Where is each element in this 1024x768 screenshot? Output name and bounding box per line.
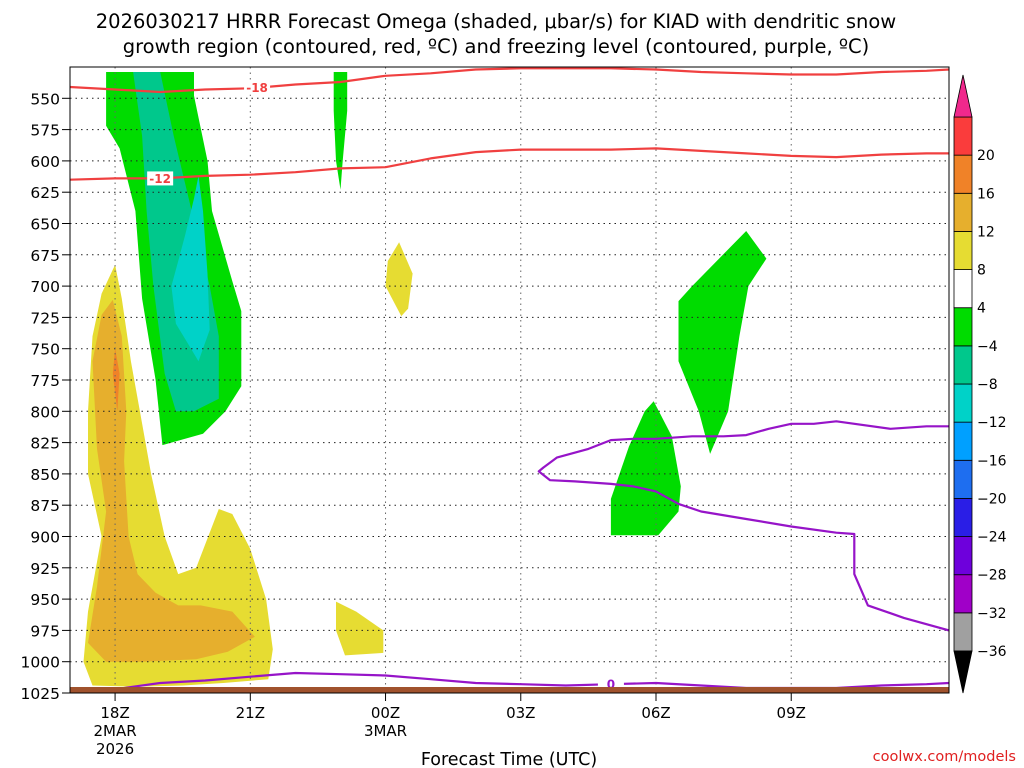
colorbar-label--4: −4 [977,339,998,355]
colorbar-swatch-5 [953,421,973,461]
freezing-level-0-upper [537,420,949,632]
x-axis-label: Forecast Time (UTC) [421,750,597,768]
y-tick-label-700: 700 [30,278,60,296]
contour-label-bg [147,171,174,186]
y-tick-label-675: 675 [30,247,60,265]
colorbar-swatch-7 [953,345,973,385]
omega-green-06z [610,401,681,536]
y-tick-label-850: 850 [30,466,60,484]
colorbar-label--32: −32 [977,606,1007,622]
y-tick-label-900: 900 [30,529,60,547]
x-tick-label-6-0: 00Z [371,704,400,722]
omega-green-late [678,231,767,454]
y-tick-label-1000: 1000 [21,654,60,672]
contour-label-dgz-minus18: -18 [246,81,268,95]
y-tick-label-925: 925 [30,560,60,578]
colorbar-swatch-8 [953,307,973,347]
colorbar-swatch-4 [953,459,973,499]
colorbar-swatch-11 [953,192,973,232]
chart-title-line-1: 2026030217 HRRR Forecast Omega (shaded, … [96,10,897,33]
colorbar-legend: −36 −32 −28 −24 −20 −16 −12 −8 −4 4 8 12 16 20 [953,74,1007,694]
y-tick-label-975: 975 [30,622,60,640]
colorbar-label-16: 16 [977,186,995,202]
omega-green-narrow [333,72,348,190]
contour-label-freezing-level-0: 0 [607,678,615,692]
colorbar-label-4: 4 [977,301,986,317]
colorbar-under-arrow [953,650,973,694]
colorbar-label--16: −16 [977,453,1007,469]
y-tick-label-625: 625 [30,184,60,202]
x-tick-label-0-1: 2MAR [93,722,136,740]
omega-cyan-core [171,175,210,362]
colorbar-label-20: 20 [977,148,995,164]
x-tick-label-3-0: 21Z [236,704,265,722]
omega-yellow-00z [336,601,384,656]
colorbar-over-arrow [953,74,973,118]
colorbar-label--20: −20 [977,491,1007,507]
y-tick-label-575: 575 [30,122,60,140]
x-tick-label-6-1: 3MAR [364,722,407,740]
dgz-minus18 [70,67,949,94]
contour-label-dgz-minus12: -12 [149,172,171,186]
colorbar-label--28: −28 [977,568,1007,584]
colorbar-swatch-2 [953,536,973,576]
colorbar-swatch-13 [953,116,973,156]
contour-label-bg [244,80,271,95]
colorbar-label-12: 12 [977,224,995,240]
colorbar-swatch-1 [953,574,973,614]
omega-red-left [112,348,120,412]
y-tick-label-825: 825 [30,435,60,453]
y-tick-label-875: 875 [30,497,60,515]
ground-strip [70,687,949,693]
colorbar-swatch-6 [953,383,973,423]
credit-text: coolwx.com/models [873,749,1016,765]
colorbar-label--24: −24 [977,530,1007,546]
colorbar-swatch-9 [953,269,973,309]
colorbar-label--8: −8 [977,377,998,393]
colorbar-label-8: 8 [977,263,986,279]
colorbar-label--36: −36 [977,644,1007,660]
colorbar-label--12: −12 [977,415,1007,431]
x-tick-label-9-0: 03Z [506,704,535,722]
x-tick-label-0-0: 18Z [100,704,129,722]
y-tick-label-775: 775 [30,372,60,390]
colorbar-swatch-0 [953,612,973,652]
dgz-minus12 [70,147,949,181]
y-tick-label-750: 750 [30,341,60,359]
colorbar-swatch-12 [953,154,973,194]
y-tick-label-600: 600 [30,153,60,171]
plot-area: -18 -12 0 550 575 600 625 650 675 700 725 750 775 800… [21,66,950,758]
plot-clip-group: -18 -12 0 [70,67,949,693]
omega-orange-left [88,299,255,662]
x-tick-label-15-0: 09Z [777,704,806,722]
y-tick-label-800: 800 [30,403,60,421]
colorbar-swatch-10 [953,231,973,270]
x-tick-label-0-2: 2026 [96,740,134,758]
chart-title-line-2: growth region (contoured, red, ºC) and f… [123,35,870,58]
y-tick-label-650: 650 [30,216,60,234]
colorbar-swatch-3 [953,498,973,537]
y-tick-label-950: 950 [30,591,60,609]
omega-yellow-small [385,242,413,317]
y-tick-label-550: 550 [30,90,60,108]
x-tick-label-12-0: 06Z [641,704,670,722]
y-tick-label-725: 725 [30,309,60,327]
y-tick-label-1025: 1025 [21,685,60,703]
